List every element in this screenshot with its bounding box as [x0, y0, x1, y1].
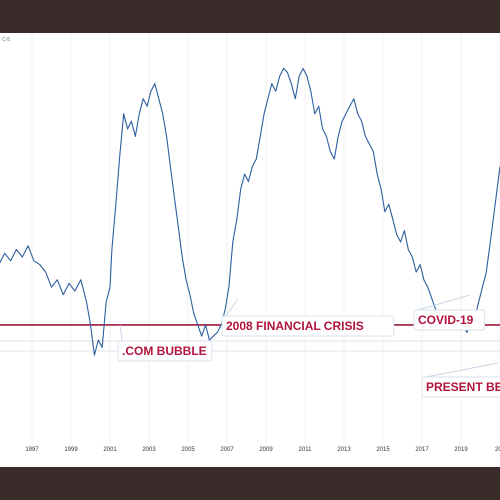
annotation-leader — [425, 362, 499, 378]
x-tick-label: 1999 — [64, 447, 78, 453]
annotation-box — [421, 376, 500, 398]
x-tick-label: 2003 — [142, 447, 156, 453]
annotation-box — [221, 315, 395, 337]
annotation-label: 2008 FINANCIAL CRISIS — [226, 319, 364, 333]
grid-layer — [31, 33, 500, 443]
annotation: 2008 FINANCIAL CRISIS — [221, 298, 395, 337]
corner-label: C-5 — [2, 37, 10, 43]
x-tick-label: 2011 — [299, 447, 313, 453]
x-tick-label: 2005 — [181, 447, 195, 453]
annotation-box — [413, 309, 485, 331]
annotation-leader — [417, 294, 471, 311]
x-tick-label: 2019 — [454, 447, 468, 453]
annotation: COVID-19 — [413, 294, 485, 331]
x-tick-label: 2015 — [376, 447, 390, 453]
x-tick-label: 2007 — [220, 447, 234, 453]
annotation: PRESENT BEA — [421, 362, 500, 398]
x-tick-label: 2017 — [415, 447, 429, 453]
x-tick-label: 2001 — [103, 447, 117, 453]
x-tick-label: 2013 — [337, 447, 351, 453]
x-tick-label: 1997 — [25, 447, 39, 453]
annotation-box — [117, 340, 213, 362]
annotation-label: PRESENT BEA — [426, 380, 500, 394]
x-tick-label: 2009 — [259, 447, 273, 453]
annotation-leader — [119, 324, 123, 342]
annotation: .COM BUBBLE — [117, 324, 213, 362]
annotation-leader — [225, 298, 239, 317]
annotation-layer: .COM BUBBLE 2008 FINANCIAL CRISIS COVID-19… — [117, 294, 500, 398]
series-line — [0, 67, 500, 356]
x-tick-label: 202 — [495, 447, 500, 453]
x-tick-layer: 9519971999200120032005200720092011201320… — [25, 447, 500, 453]
line-chart: .COM BUBBLE 2008 FINANCIAL CRISIS COVID-19… — [0, 33, 500, 453]
annotation-label: COVID-19 — [418, 313, 474, 327]
chart-frame: .COM BUBBLE 2008 FINANCIAL CRISIS COVID-19… — [0, 33, 500, 467]
annotation-label: .COM BUBBLE — [122, 344, 207, 358]
series-layer — [0, 67, 500, 356]
